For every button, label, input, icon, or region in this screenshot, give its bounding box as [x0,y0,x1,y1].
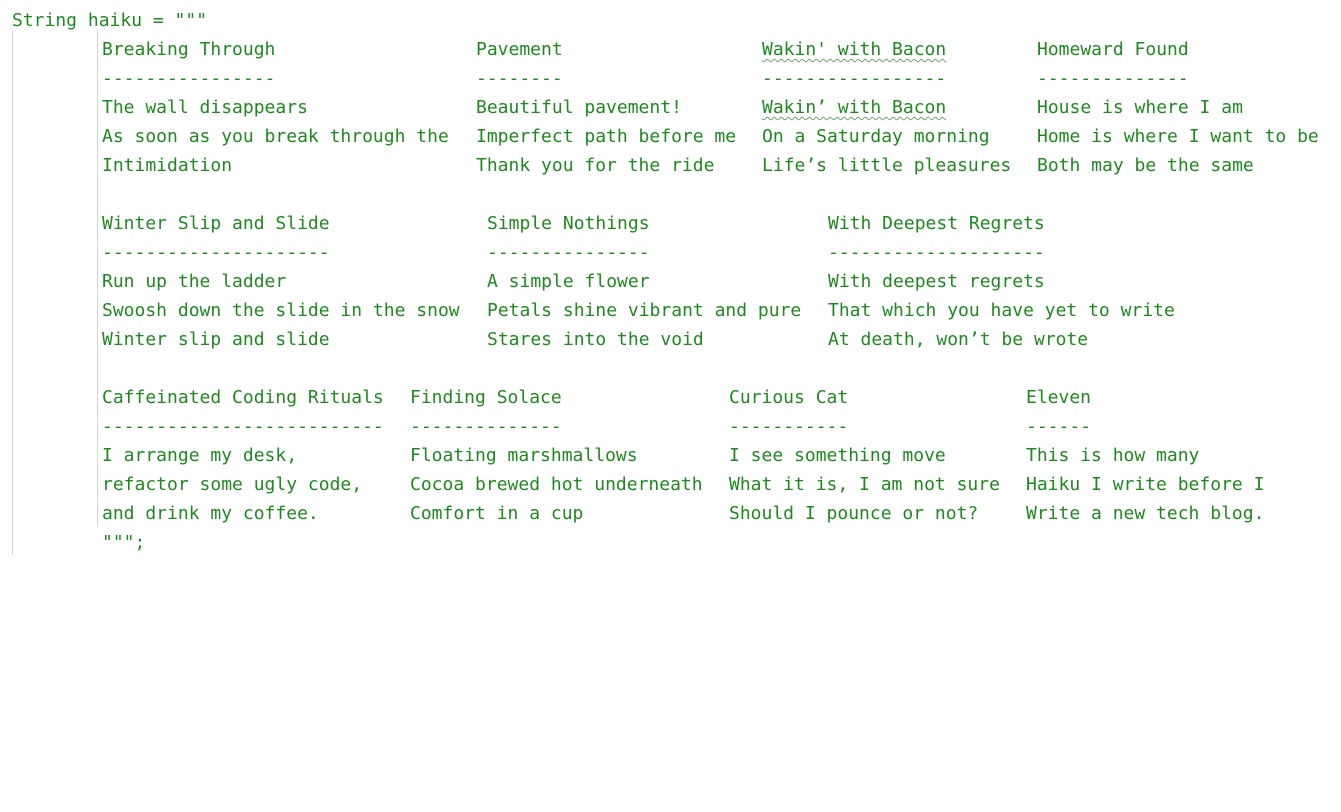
haiku-row: -------------------------- -------------… [102,412,1091,441]
haiku-row: refactor some ugly code, Cocoa brewed ho… [102,470,1264,499]
haiku-title: Curious Cat [729,387,849,408]
underline-dashes: ------ [1026,416,1092,437]
haiku-line: and drink my coffee. [102,503,319,524]
haiku-title: Winter Slip and Slide [102,213,330,234]
haiku-row: Run up the ladder A simple flower With d… [102,267,1045,296]
underline-dashes: -------------------------- [102,416,384,437]
haiku-line: Beautiful pavement! [476,97,682,118]
haiku-line: On a Saturday morning [762,126,990,147]
code-editor[interactable]: String haiku = """ Breaking Through Pave… [0,0,1341,565]
haiku-title: With Deepest Regrets [828,213,1045,234]
underline-dashes: ----------- [729,416,849,437]
haiku-line: This is how many [1026,445,1200,466]
haiku-title: Eleven [1026,387,1092,408]
indent-guide [12,31,13,555]
haiku-row: ---------------- -------- --------------… [102,64,1189,93]
haiku-title: Wakin' with Bacon [762,39,947,60]
haiku-title: Homeward Found [1037,39,1189,60]
code-line-declaration: String haiku = """ [12,10,208,31]
haiku-line: Cocoa brewed hot underneath [410,474,703,495]
haiku-line: Thank you for the ride [476,155,715,176]
haiku-line: I arrange my desk, [102,445,298,466]
haiku-title: Caffeinated Coding Rituals [102,387,384,408]
haiku-row: Breaking Through Pavement Wakin' with Ba… [102,35,1189,64]
haiku-line: Both may be the same [1037,155,1254,176]
haiku-line: Stares into the void [487,329,704,350]
haiku-line: With deepest regrets [828,271,1045,292]
indent-guide [97,31,98,527]
underline-dashes: -------------- [1037,68,1189,89]
haiku-line: House is where I am [1037,97,1243,118]
haiku-row: Winter slip and slide Stares into the vo… [102,325,1088,354]
underline-dashes: --------------- [487,242,650,263]
haiku-line: A simple flower [487,271,650,292]
haiku-line: What it is, I am not sure [729,474,1000,495]
haiku-line: Write a new tech blog. [1026,503,1265,524]
haiku-line: That which you have yet to write [828,300,1175,321]
haiku-line: The wall disappears [102,97,308,118]
haiku-row: As soon as you break through the Imperfe… [102,122,1319,151]
haiku-title: Simple Nothings [487,213,650,234]
haiku-line: Should I pounce or not? [729,503,979,524]
haiku-row: Winter Slip and Slide Simple Nothings Wi… [102,209,1045,238]
haiku-line: Run up the ladder [102,271,287,292]
haiku-row: Swoosh down the slide in the snow Petals… [102,296,1175,325]
haiku-line: As soon as you break through the [102,126,449,147]
underline-dashes: ---------------- [102,68,276,89]
haiku-line: Floating marshmallows [410,445,638,466]
haiku-row: and drink my coffee. Comfort in a cup Sh… [102,499,1264,528]
haiku-line: Life’s little pleasures [762,155,1012,176]
haiku-line: I see something move [729,445,946,466]
haiku-line: Winter slip and slide [102,329,330,350]
haiku-row: --------------------- --------------- --… [102,238,1045,267]
code-line-closing: """; [102,532,146,553]
haiku-line: Comfort in a cup [410,503,584,524]
haiku-line: refactor some ugly code, [102,474,363,495]
haiku-line: Imperfect path before me [476,126,737,147]
haiku-line: Haiku I write before I [1026,474,1265,495]
haiku-title: Pavement [476,39,563,60]
haiku-line: Petals shine vibrant and pure [487,300,802,321]
haiku-title: Finding Solace [410,387,562,408]
haiku-line: Wakin’ with Bacon [762,97,947,118]
haiku-row: The wall disappears Beautiful pavement! … [102,93,1243,122]
underline-dashes: -------------- [410,416,562,437]
underline-dashes: --------------------- [102,242,330,263]
underline-dashes: -------------------- [828,242,1045,263]
haiku-line: Intimidation [102,155,233,176]
haiku-title: Breaking Through [102,39,276,60]
haiku-line: At death, won’t be wrote [828,329,1089,350]
haiku-row: Intimidation Thank you for the ride Life… [102,151,1254,180]
haiku-line: Swoosh down the slide in the snow [102,300,460,321]
underline-dashes: -------- [476,68,563,89]
haiku-row: Caffeinated Coding Rituals Finding Solac… [102,383,1091,412]
haiku-line: Home is where I want to be [1037,126,1319,147]
underline-dashes: ----------------- [762,68,947,89]
haiku-row: I arrange my desk, Floating marshmallows… [102,441,1199,470]
